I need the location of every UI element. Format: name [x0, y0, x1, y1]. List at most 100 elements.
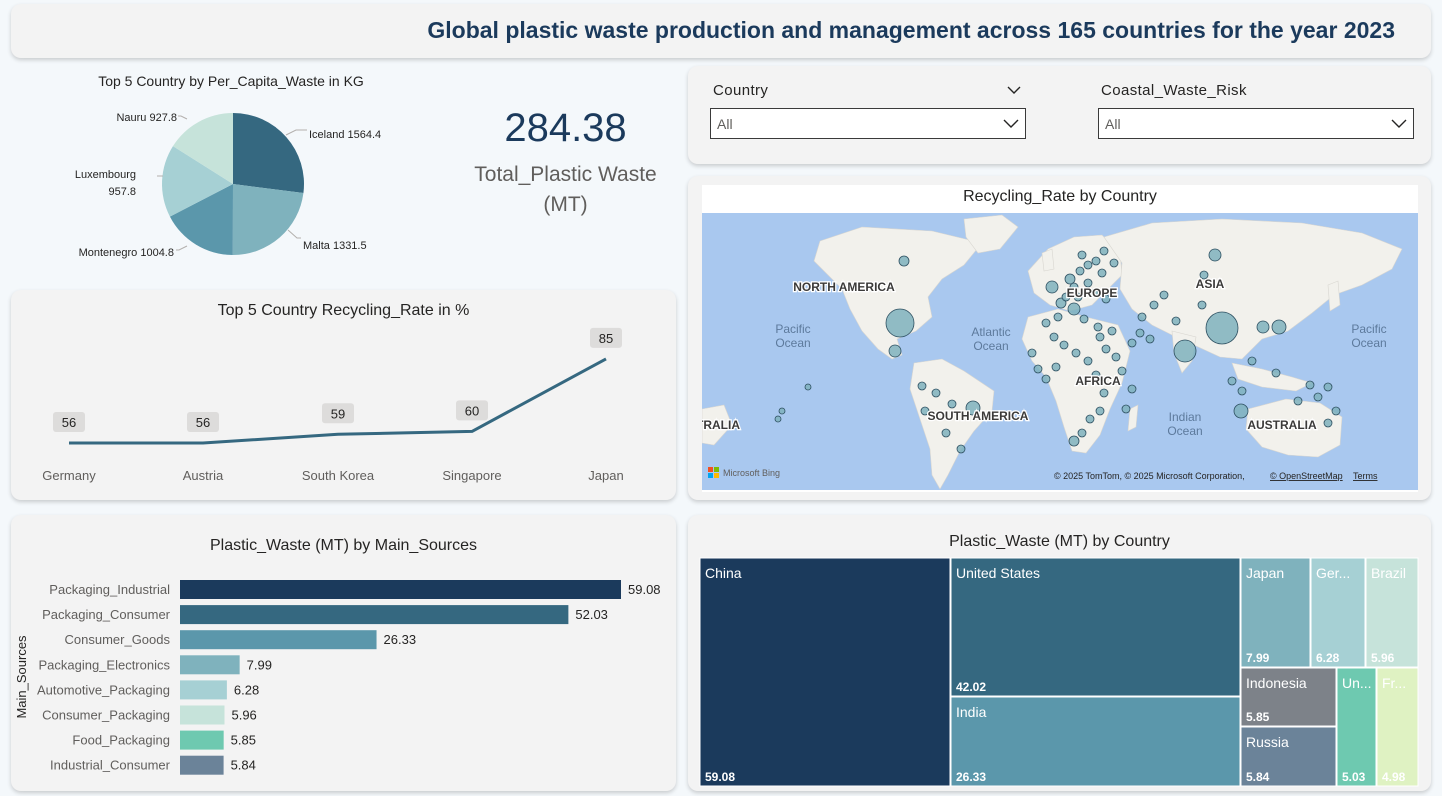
line-chart[interactable]: 56 Germany 56 Austria 59 South Korea 60 Singapo…	[11, 290, 676, 500]
pie-chart[interactable]: Iceland 1564.4 Malta 1331.5 Montenegro 100…	[11, 64, 451, 284]
map-bubble[interactable]	[1049, 332, 1059, 342]
map-bubble[interactable]	[898, 255, 910, 267]
bar-packaging-electronics[interactable]	[180, 655, 240, 675]
map-bubble[interactable]	[1293, 396, 1303, 406]
bar-food-packaging[interactable]	[180, 730, 224, 750]
treemap-tile[interactable]	[1240, 557, 1311, 668]
map-bubble[interactable]	[1205, 311, 1239, 345]
treemap-tile[interactable]	[1240, 667, 1337, 727]
map-bubble[interactable]	[1099, 246, 1109, 256]
map-bubble[interactable]	[1227, 376, 1237, 386]
bar-consumer-goods[interactable]	[180, 630, 377, 650]
treemap-card[interactable]: Plastic_Waste (MT) by Country China 59.08…	[688, 515, 1431, 791]
map-bubble[interactable]	[1041, 374, 1051, 384]
map-bubble[interactable]	[965, 400, 981, 416]
map-bubble[interactable]	[1068, 435, 1080, 447]
treemap-tile[interactable]	[1376, 667, 1419, 787]
country-slicer[interactable]: Country All	[710, 80, 1026, 139]
map-bubble[interactable]	[1121, 404, 1131, 414]
coastal-risk-dropdown[interactable]: All	[1098, 108, 1414, 139]
map-bubble[interactable]	[1097, 268, 1107, 278]
line-series-recycling-rate[interactable]	[69, 357, 607, 445]
map-bubble[interactable]	[1033, 364, 1043, 374]
map-bubble[interactable]	[1305, 380, 1315, 390]
map-bubble[interactable]	[1137, 312, 1147, 322]
map-bubble[interactable]	[1067, 302, 1081, 316]
map-bubble[interactable]	[1208, 248, 1222, 262]
map-bubble[interactable]	[1095, 406, 1105, 416]
world-map[interactable]: NORTH AMERICA EUROPE ASIA AFRICA SOUTH AMERI…	[702, 213, 1418, 490]
map-bubble[interactable]	[1069, 282, 1079, 292]
map-bubble[interactable]	[917, 381, 927, 391]
map-bubble[interactable]	[1071, 348, 1081, 358]
bar-packaging-consumer[interactable]	[180, 605, 569, 625]
map-card[interactable]: Recycling_Rate by Country NORTH AMERICA E…	[688, 176, 1431, 500]
map-bubble[interactable]	[1089, 288, 1099, 298]
map-bubble[interactable]	[1083, 278, 1093, 288]
map-bubble[interactable]	[1083, 356, 1093, 366]
map-bubble[interactable]	[1061, 292, 1071, 302]
bar-automotive-packaging[interactable]	[180, 680, 227, 700]
map-bubble[interactable]	[1101, 294, 1111, 304]
bar-industrial-consumer[interactable]	[180, 755, 224, 775]
treemap-tile[interactable]	[1310, 557, 1366, 668]
map-bubble[interactable]	[1045, 280, 1059, 294]
map-bubble[interactable]	[1095, 332, 1105, 342]
map-bubble[interactable]	[1041, 318, 1051, 328]
map-bubble[interactable]	[1247, 356, 1257, 366]
map-bubble[interactable]	[1077, 428, 1087, 438]
treemap-tile[interactable]	[950, 696, 1241, 787]
map-bubble[interactable]	[1079, 314, 1089, 324]
map-bubble[interactable]	[1075, 266, 1085, 276]
map-bubble[interactable]	[956, 444, 966, 454]
line-chart-card[interactable]: Top 5 Country Recycling_Rate in % 56 Germ…	[11, 290, 676, 500]
map-bubble[interactable]	[1171, 316, 1181, 326]
map-bubble[interactable]	[1117, 366, 1127, 376]
map-bubble[interactable]	[1107, 326, 1117, 336]
map-bubble[interactable]	[1101, 344, 1111, 354]
bar-chart[interactable]: Packaging_Industrial 59.08 Packaging_Consu…	[11, 515, 676, 791]
map-bubble[interactable]	[1027, 348, 1037, 358]
pie-chart-visual[interactable]: Top 5 Country by Per_Capita_Waste in KG …	[11, 64, 451, 284]
map-bubble[interactable]	[1059, 340, 1069, 350]
map-bubble[interactable]	[1197, 300, 1207, 310]
map-bubble[interactable]	[1159, 290, 1169, 300]
map-bubble[interactable]	[1109, 258, 1119, 268]
map-bubble[interactable]	[1127, 338, 1137, 348]
map-bubble[interactable]	[804, 383, 812, 391]
map-bubble[interactable]	[1099, 388, 1109, 398]
map-bubble[interactable]	[1323, 382, 1333, 392]
map-bubble[interactable]	[1077, 250, 1087, 260]
map-bubble[interactable]	[1085, 414, 1095, 424]
map-bubble[interactable]	[888, 344, 902, 358]
pie-slice-iceland[interactable]	[233, 113, 304, 194]
map-bubble[interactable]	[947, 399, 957, 409]
map-bubble[interactable]	[1093, 322, 1103, 332]
pie-slice-malta[interactable]	[232, 184, 304, 255]
map-bubble[interactable]	[1145, 334, 1155, 344]
map-bubble[interactable]	[774, 415, 782, 423]
map-bubble[interactable]	[1053, 312, 1063, 322]
map-bubble[interactable]	[1173, 339, 1197, 363]
coastal-risk-slicer[interactable]: Coastal_Waste_Risk All	[1098, 80, 1414, 139]
map-bubble[interactable]	[920, 406, 930, 416]
bar-consumer-packaging[interactable]	[180, 705, 225, 725]
map-bubble[interactable]	[1256, 320, 1270, 334]
map-bubble[interactable]	[941, 428, 951, 438]
map-bubble[interactable]	[1233, 403, 1249, 419]
map-bubble[interactable]	[1064, 273, 1076, 285]
map-bubble[interactable]	[1271, 319, 1287, 335]
pie-slice-nauru[interactable]	[172, 113, 233, 184]
map-bubble[interactable]	[1237, 386, 1247, 396]
country-dropdown[interactable]: All	[710, 108, 1026, 139]
map-bubble[interactable]	[1091, 256, 1101, 266]
bar-packaging-industrial[interactable]	[180, 580, 621, 599]
map-bubble[interactable]	[1083, 260, 1093, 270]
map-bubble[interactable]	[1149, 300, 1159, 310]
map-bubble[interactable]	[1111, 352, 1121, 362]
chevron-down-icon[interactable]	[1007, 86, 1021, 95]
treemap-tile[interactable]	[1365, 557, 1419, 668]
map-terms-link[interactable]: Terms	[1353, 471, 1378, 481]
treemap-tile[interactable]	[1240, 726, 1337, 787]
map-bubble[interactable]	[1051, 362, 1061, 372]
